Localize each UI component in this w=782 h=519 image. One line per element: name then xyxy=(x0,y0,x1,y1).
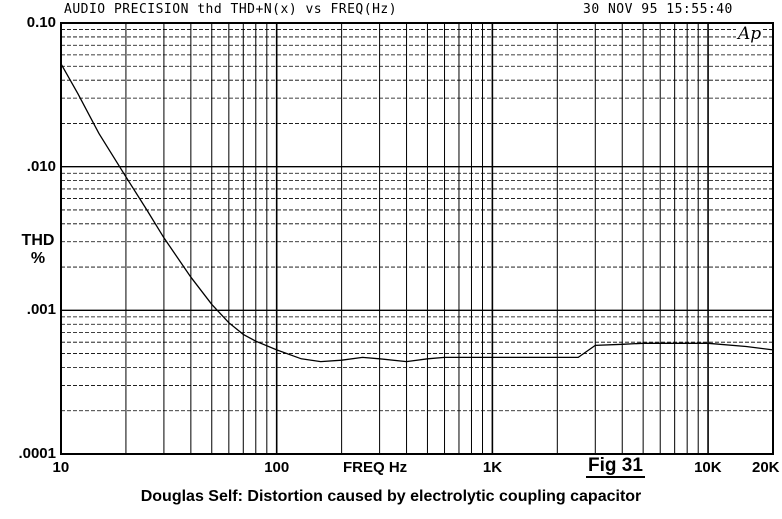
audio-precision-logo: Ap xyxy=(736,24,764,44)
x-axis-label: FREQ Hz xyxy=(343,459,408,476)
chart-header-timestamp: 30 NOV 95 15:55:40 xyxy=(583,2,733,17)
figure-label: Fig 31 xyxy=(586,455,645,478)
x-tick-label: 10 xyxy=(52,459,70,476)
y-tick-label: 0.10 xyxy=(26,14,56,31)
x-tick-label: 10K xyxy=(694,459,722,476)
y-axis-label-text: THD % xyxy=(21,232,55,267)
y-axis-label: THD % xyxy=(18,232,58,268)
x-tick-label: 1K xyxy=(482,459,503,476)
grid-lines xyxy=(60,22,774,455)
x-tick-label: 100 xyxy=(264,459,290,476)
y-tick-label: .001 xyxy=(26,301,56,319)
plot-frame xyxy=(60,22,774,455)
y-tick-label: .010 xyxy=(26,157,56,175)
y-tick-label: .0001 xyxy=(18,445,56,462)
figure-caption: Douglas Self: Distortion caused by elect… xyxy=(140,488,642,505)
x-tick-label: 20K xyxy=(752,459,780,476)
chart-header-title: AUDIO PRECISION thd THD+N(x) vs FREQ(Hz) xyxy=(64,2,398,17)
data-series xyxy=(60,63,774,363)
series-line-0 xyxy=(60,63,774,363)
